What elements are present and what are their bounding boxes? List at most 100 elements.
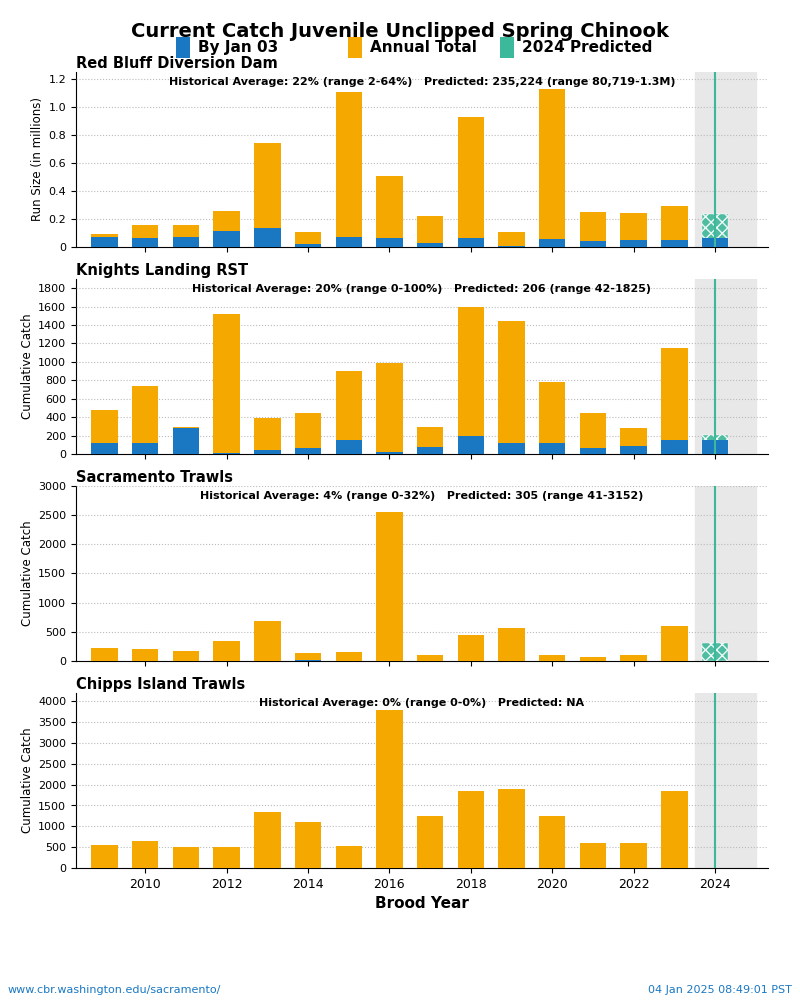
Text: By Jan 03: By Jan 03 [198, 40, 278, 55]
Bar [661, 626, 688, 661]
Bar [335, 846, 362, 868]
Bar [458, 238, 484, 247]
Bar [294, 244, 322, 247]
Bar [661, 348, 688, 440]
Bar [214, 641, 240, 661]
Bar [458, 436, 484, 454]
Bar [417, 816, 443, 868]
Bar [661, 240, 688, 247]
Text: Historical Average: 4% (range 0-32%)   Predicted: 305 (range 41-3152): Historical Average: 4% (range 0-32%) Pre… [200, 491, 644, 501]
Bar [254, 143, 281, 228]
Bar [173, 651, 199, 661]
Bar [500, 37, 514, 58]
Bar [132, 225, 158, 238]
Bar [621, 240, 647, 247]
Bar [173, 847, 199, 868]
Bar [539, 443, 566, 454]
Bar [539, 382, 566, 443]
Bar [294, 232, 322, 244]
Bar [580, 212, 606, 241]
Text: Sacramento Trawls: Sacramento Trawls [76, 470, 233, 485]
X-axis label: Brood Year: Brood Year [375, 896, 469, 911]
Bar [132, 238, 158, 247]
Bar [580, 657, 606, 661]
Bar [91, 410, 118, 443]
Bar [294, 413, 322, 448]
Bar [294, 822, 322, 868]
Bar [498, 321, 525, 443]
Bar [661, 206, 688, 240]
Bar [417, 427, 443, 447]
Text: www.cbr.washington.edu/sacramento/: www.cbr.washington.edu/sacramento/ [8, 985, 222, 995]
Bar [580, 843, 606, 868]
Bar [254, 450, 281, 454]
Text: Chipps Island Trawls: Chipps Island Trawls [76, 677, 246, 692]
Bar [176, 37, 190, 58]
Bar [417, 447, 443, 454]
Bar [376, 238, 402, 247]
Bar [91, 234, 118, 237]
Bar [254, 228, 281, 247]
Text: 04 Jan 2025 08:49:01 PST: 04 Jan 2025 08:49:01 PST [648, 985, 792, 995]
Bar [335, 652, 362, 661]
Bar [661, 440, 688, 454]
Y-axis label: Cumulative Catch: Cumulative Catch [21, 521, 34, 626]
Bar [132, 841, 158, 868]
Bar [417, 243, 443, 247]
Bar [417, 655, 443, 661]
Bar [376, 710, 402, 868]
Bar [621, 655, 647, 661]
Bar [254, 418, 281, 450]
Bar [694, 72, 756, 247]
Bar [702, 238, 728, 247]
Text: Historical Average: 20% (range 0-100%)   Predicted: 206 (range 42-1825): Historical Average: 20% (range 0-100%) P… [193, 284, 651, 294]
Bar [335, 92, 362, 237]
Bar [539, 89, 566, 239]
Bar [539, 816, 566, 868]
Bar [702, 643, 728, 661]
Text: Historical Average: 0% (range 0-0%)   Predicted: NA: Historical Average: 0% (range 0-0%) Pred… [259, 698, 585, 708]
Bar [417, 216, 443, 243]
Bar [621, 428, 647, 446]
Bar [621, 843, 647, 868]
Bar [702, 440, 728, 454]
Bar [498, 443, 525, 454]
Text: Knights Landing RST: Knights Landing RST [76, 263, 248, 278]
Bar [580, 413, 606, 448]
Bar [214, 453, 240, 454]
Bar [498, 232, 525, 246]
Bar [294, 653, 322, 660]
Bar [621, 213, 647, 240]
Bar [539, 239, 566, 247]
Text: Historical Average: 22% (range 2-64%)   Predicted: 235,224 (range 80,719-1.3M): Historical Average: 22% (range 2-64%) Pr… [169, 77, 675, 87]
Bar [132, 649, 158, 661]
Bar [702, 435, 728, 454]
Bar [694, 486, 756, 661]
Bar [376, 363, 402, 452]
Bar [702, 214, 728, 247]
Bar [694, 279, 756, 454]
Bar [458, 117, 484, 238]
Bar [294, 448, 322, 454]
Bar [621, 446, 647, 454]
Bar [91, 648, 118, 661]
Bar [254, 812, 281, 868]
Bar [173, 237, 199, 247]
Bar [335, 237, 362, 247]
Bar [498, 628, 525, 661]
Bar [254, 621, 281, 661]
Bar [539, 655, 566, 661]
Y-axis label: Run Size (in millions): Run Size (in millions) [31, 97, 44, 221]
Text: Red Bluff Diversion Dam: Red Bluff Diversion Dam [76, 56, 278, 71]
Text: Current Catch Juvenile Unclipped Spring Chinook: Current Catch Juvenile Unclipped Spring … [131, 22, 669, 41]
Bar [376, 452, 402, 454]
Bar [661, 791, 688, 868]
Bar [348, 37, 362, 58]
Bar [91, 237, 118, 247]
Bar [214, 211, 240, 231]
Text: 2024 Predicted: 2024 Predicted [522, 40, 653, 55]
Bar [335, 371, 362, 440]
Bar [132, 443, 158, 454]
Bar [376, 512, 402, 661]
Bar [214, 847, 240, 868]
